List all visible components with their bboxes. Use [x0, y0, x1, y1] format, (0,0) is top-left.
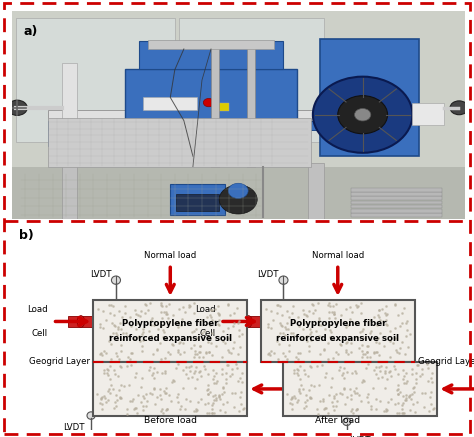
Circle shape: [87, 412, 95, 420]
Bar: [93, 362, 247, 416]
Circle shape: [219, 185, 257, 214]
Bar: [261, 300, 415, 362]
Bar: [17, 18, 175, 142]
Circle shape: [313, 76, 412, 153]
Text: LVDT: LVDT: [90, 270, 111, 279]
Circle shape: [338, 96, 388, 134]
Text: Geogrid Layer: Geogrid Layer: [29, 357, 90, 367]
Bar: [48, 110, 328, 121]
Bar: [48, 121, 328, 130]
Bar: [283, 362, 438, 416]
Bar: [236, 316, 261, 327]
Text: a): a): [23, 25, 37, 38]
Text: Normal load: Normal load: [144, 251, 196, 260]
Text: Cell: Cell: [32, 329, 48, 338]
Bar: [143, 97, 198, 110]
Text: Load: Load: [27, 305, 48, 314]
Bar: [351, 209, 442, 213]
Bar: [12, 166, 465, 218]
Bar: [351, 196, 442, 200]
Ellipse shape: [245, 316, 252, 327]
Circle shape: [111, 276, 120, 284]
Text: Load: Load: [292, 376, 313, 385]
Bar: [351, 213, 442, 217]
Text: Before load: Before load: [144, 416, 197, 426]
Bar: [247, 45, 255, 166]
Bar: [93, 300, 247, 362]
Bar: [48, 128, 71, 146]
Text: LVDT: LVDT: [349, 436, 371, 437]
Text: After load: After load: [315, 416, 360, 426]
Text: reinforced expansive soil: reinforced expansive soil: [276, 334, 399, 343]
Bar: [62, 63, 77, 166]
Bar: [125, 69, 297, 121]
Bar: [351, 192, 442, 196]
Text: LVDT: LVDT: [63, 423, 84, 432]
Bar: [412, 103, 444, 125]
Circle shape: [7, 100, 27, 115]
Bar: [176, 194, 219, 211]
Bar: [68, 316, 93, 327]
Bar: [62, 163, 77, 218]
Text: Polypropylene fiber: Polypropylene fiber: [290, 319, 386, 328]
Bar: [351, 205, 442, 208]
Text: LVDT: LVDT: [257, 270, 279, 279]
Bar: [218, 103, 229, 111]
Bar: [211, 45, 219, 166]
Bar: [351, 188, 442, 192]
Bar: [179, 18, 324, 142]
Circle shape: [279, 276, 288, 284]
Bar: [138, 41, 283, 69]
Bar: [309, 163, 324, 218]
Circle shape: [343, 418, 351, 426]
Bar: [48, 118, 310, 166]
Bar: [170, 184, 225, 215]
Circle shape: [203, 98, 214, 107]
Ellipse shape: [77, 316, 85, 327]
Circle shape: [450, 101, 468, 115]
Text: Normal load: Normal load: [311, 251, 364, 260]
Text: b): b): [18, 229, 33, 242]
Bar: [319, 38, 419, 156]
Text: Geogrid Layer: Geogrid Layer: [419, 357, 474, 367]
Text: Cell: Cell: [200, 329, 216, 338]
Circle shape: [355, 108, 371, 121]
Bar: [147, 40, 274, 49]
Bar: [351, 201, 442, 205]
Circle shape: [228, 183, 248, 198]
Text: reinforced expansive soil: reinforced expansive soil: [109, 334, 232, 343]
Text: Load: Load: [195, 305, 216, 314]
Text: Polypropylene fiber: Polypropylene fiber: [122, 319, 219, 328]
